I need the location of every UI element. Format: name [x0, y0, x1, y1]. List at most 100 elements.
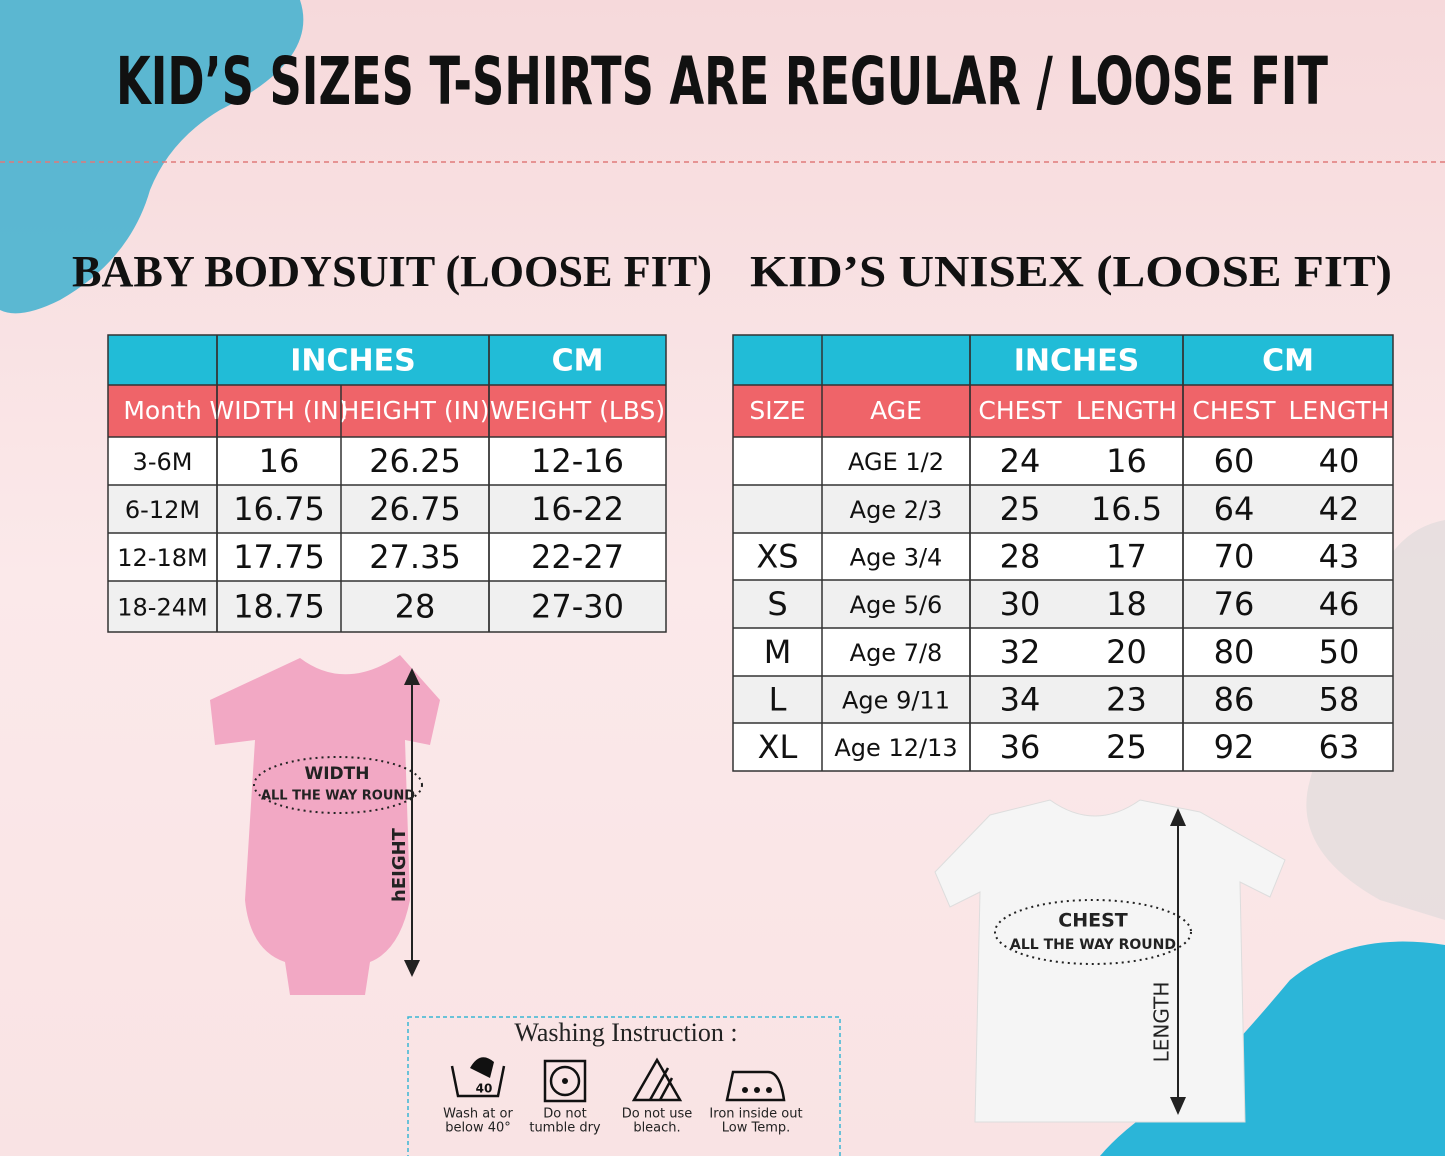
table-cell: 50: [1319, 633, 1360, 671]
table-cell: XS: [756, 538, 798, 576]
table-cell: 24: [1000, 442, 1041, 480]
washing-label: Iron inside out: [709, 1107, 802, 1122]
table-cell: 18: [1106, 585, 1147, 623]
table-cell: 58: [1319, 681, 1360, 719]
table-cell: 28: [395, 588, 436, 626]
table-row: [108, 533, 666, 581]
table-cell: 18.75: [233, 588, 325, 626]
dry-icon: [549, 1065, 581, 1097]
table-cell: 27-30: [531, 588, 624, 626]
table-row: [733, 628, 1393, 676]
column-header: AGE: [870, 396, 922, 425]
table-cell: 34: [1000, 681, 1041, 719]
table-row: [733, 723, 1393, 771]
dry-icon: [543, 1059, 587, 1103]
table-cell: 25: [1000, 490, 1041, 528]
washing-label: Low Temp.: [722, 1121, 791, 1136]
measure-ellipse: [253, 756, 423, 814]
iron-dot: [766, 1087, 772, 1093]
table-cell: 22-27: [531, 538, 624, 576]
table-row: [733, 533, 1393, 580]
table-border: [107, 334, 667, 633]
table-cell: 16: [1106, 442, 1147, 480]
iron-dot: [754, 1087, 760, 1093]
measure-label: WIDTH: [304, 764, 369, 784]
measure-ellipse: [994, 899, 1192, 965]
table-cell: 60: [1214, 442, 1255, 480]
measure-label: hEIGHT: [389, 827, 410, 902]
table-cell: Age 12/13: [834, 734, 957, 762]
table-cell: 26.75: [369, 490, 461, 528]
section-heading: KID’S UNISEX (LOOSE FIT): [750, 247, 1392, 296]
table-cell: 46: [1319, 585, 1360, 623]
title: KID’S SIZES T-SHIRTS ARE REGULAR / LOOSE…: [116, 43, 1328, 120]
table-row: [108, 437, 666, 485]
table-cell: 16-22: [531, 490, 624, 528]
icon-label: 40: [476, 1082, 493, 1096]
table-cell: 17.75: [233, 538, 325, 576]
washing-title: Washing Instruction :: [514, 1018, 737, 1047]
column-header: SIZE: [749, 396, 805, 425]
dry-icon: [562, 1078, 568, 1084]
column-header: Month: [123, 396, 201, 425]
iron-icon: [725, 1070, 786, 1102]
column-header-row: [108, 385, 666, 437]
table-cell: 12-18M: [117, 544, 207, 572]
table-cell: 16.5: [1091, 490, 1162, 528]
table-cell: 92: [1214, 728, 1255, 766]
group-header-row: [108, 335, 666, 385]
wash-icon: [450, 1065, 506, 1098]
table-cell: 23: [1106, 681, 1147, 719]
table-cell: 36: [1000, 728, 1041, 766]
table-border: [732, 334, 1394, 772]
column-header: WEIGHT (LBS): [490, 396, 665, 425]
washing-label: tumble dry: [529, 1121, 601, 1136]
table-cell: Age 2/3: [850, 496, 943, 524]
measure-sublabel: ALL THE WAY ROUND: [1010, 937, 1176, 953]
table-cell: 25: [1106, 728, 1147, 766]
table-cell: 32: [1000, 633, 1041, 671]
table-cell: 63: [1319, 728, 1360, 766]
table-cell: L: [769, 681, 787, 719]
table-cell: Age 3/4: [850, 544, 943, 572]
table-row: [108, 581, 666, 632]
table-cell: 6-12M: [125, 496, 200, 524]
table-cell: 40: [1319, 442, 1360, 480]
column-header: CHEST: [1192, 396, 1276, 425]
table-row: [733, 485, 1393, 533]
table-row: [733, 580, 1393, 628]
table-row: [108, 485, 666, 533]
column-header: CHEST: [978, 396, 1062, 425]
measure-label: CHEST: [1058, 910, 1128, 932]
table-cell: Age 9/11: [842, 687, 950, 715]
table-cell: 16.75: [233, 490, 325, 528]
table-cell: 20: [1106, 633, 1147, 671]
washing-label: Do not use: [622, 1107, 693, 1122]
wash-icon: [470, 1057, 494, 1078]
table-cell: 42: [1319, 490, 1360, 528]
table-cell: 17: [1106, 538, 1147, 576]
group-header: INCHES: [290, 344, 416, 379]
group-header: INCHES: [1014, 344, 1140, 379]
column-header: LENGTH: [1076, 396, 1177, 425]
table-cell: 86: [1214, 681, 1255, 719]
column-header: LENGTH: [1289, 396, 1390, 425]
group-header: CM: [552, 344, 604, 379]
group-header-row: [733, 335, 1393, 385]
table-cell: AGE 1/2: [848, 448, 944, 476]
section-heading: BABY BODYSUIT (LOOSE FIT): [72, 247, 712, 296]
table-row: [733, 437, 1393, 485]
table-row: [733, 676, 1393, 723]
table-cell: Age 7/8: [850, 639, 943, 667]
table-cell: 30: [1000, 585, 1041, 623]
table-cell: 43: [1319, 538, 1360, 576]
table-cell: M: [764, 633, 792, 671]
table-cell: 76: [1214, 585, 1255, 623]
table-cell: XL: [758, 728, 798, 766]
washing-label: Do not: [543, 1107, 586, 1122]
table-cell: S: [767, 585, 787, 623]
washing-label: Wash at or: [443, 1107, 513, 1122]
table-cell: 64: [1214, 490, 1255, 528]
bodysuit-image: [210, 655, 440, 995]
